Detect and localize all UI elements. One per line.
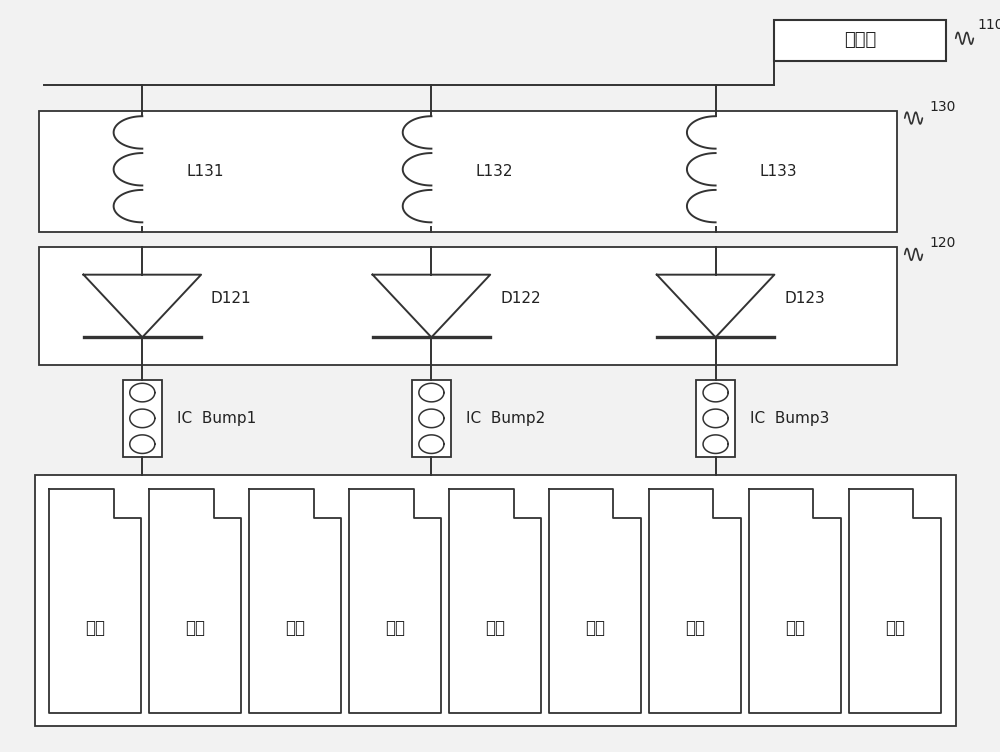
Text: IC  Bump2: IC Bump2 bbox=[466, 411, 545, 426]
Text: 120: 120 bbox=[929, 236, 956, 250]
FancyBboxPatch shape bbox=[774, 20, 946, 61]
Text: IC  Bump3: IC Bump3 bbox=[750, 411, 829, 426]
Text: L133: L133 bbox=[760, 164, 797, 179]
Text: 110: 110 bbox=[977, 18, 1000, 32]
Text: 130: 130 bbox=[929, 100, 956, 114]
Text: 测试部: 测试部 bbox=[844, 32, 876, 50]
FancyBboxPatch shape bbox=[696, 380, 735, 457]
FancyBboxPatch shape bbox=[123, 380, 162, 457]
FancyBboxPatch shape bbox=[34, 475, 956, 726]
Text: 红色: 红色 bbox=[685, 619, 705, 637]
Text: L131: L131 bbox=[186, 164, 224, 179]
Text: 蓝色: 蓝色 bbox=[285, 619, 305, 637]
Text: D122: D122 bbox=[500, 291, 541, 306]
Text: IC  Bump1: IC Bump1 bbox=[177, 411, 256, 426]
Text: 红色: 红色 bbox=[85, 619, 105, 637]
FancyBboxPatch shape bbox=[412, 380, 451, 457]
Text: 蓝色: 蓝色 bbox=[885, 619, 905, 637]
Text: D123: D123 bbox=[784, 291, 825, 306]
Text: 绿色: 绿色 bbox=[785, 619, 805, 637]
Text: D121: D121 bbox=[211, 291, 252, 306]
FancyBboxPatch shape bbox=[39, 111, 897, 232]
Text: 绿色: 绿色 bbox=[185, 619, 205, 637]
Text: L132: L132 bbox=[476, 164, 513, 179]
Text: 蓝色: 蓝色 bbox=[585, 619, 605, 637]
Text: 红色: 红色 bbox=[385, 619, 405, 637]
Text: 绿色: 绿色 bbox=[485, 619, 505, 637]
FancyBboxPatch shape bbox=[39, 247, 897, 365]
